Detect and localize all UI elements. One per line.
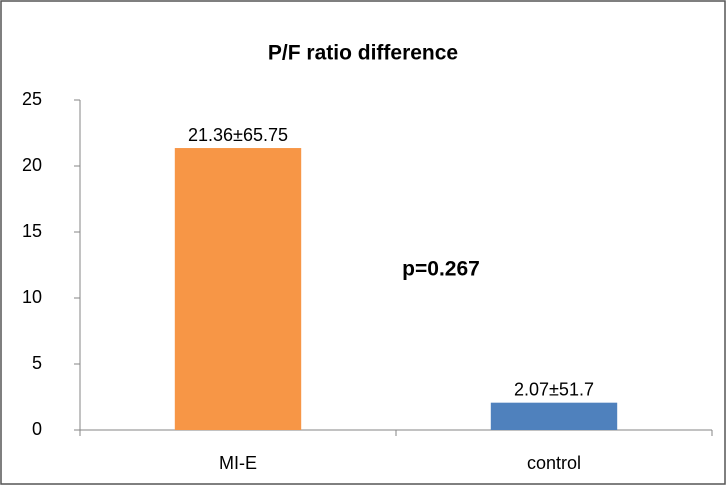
value-label: 2.07±51.7 (514, 379, 594, 399)
chart-title: P/F ratio difference (268, 42, 458, 65)
y-tick-label: 0 (32, 419, 42, 439)
y-tick-label: 15 (22, 221, 42, 241)
y-tick-label: 10 (22, 287, 42, 307)
y-tick-label: 25 (22, 89, 42, 109)
y-tick-label: 20 (22, 155, 42, 175)
bar (174, 148, 302, 430)
annotation: p=0.267 (402, 258, 480, 281)
y-tick-label: 5 (32, 353, 42, 373)
value-label: 21.36±65.75 (188, 125, 288, 145)
x-tick-label: MI-E (219, 453, 257, 473)
bar (490, 402, 618, 430)
x-tick-label: control (527, 453, 581, 473)
